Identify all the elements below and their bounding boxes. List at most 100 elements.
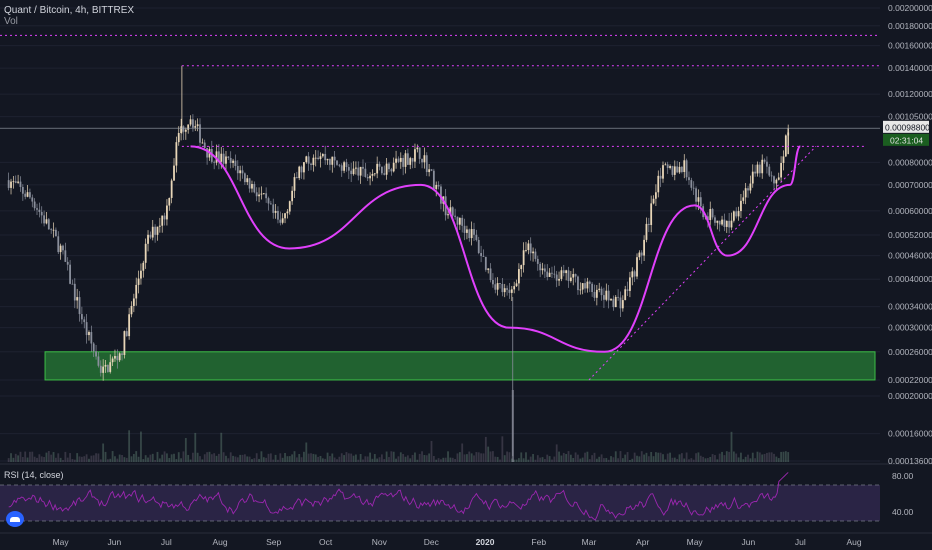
volume-bar	[397, 456, 400, 462]
volume-bar	[671, 457, 674, 462]
time-axis-tick: Mar	[582, 537, 597, 547]
candle-body	[76, 297, 79, 301]
price-axis-tick: 0.00060000	[888, 206, 932, 216]
candle-body	[605, 290, 608, 300]
candle-body	[388, 163, 390, 170]
volume-bar	[688, 459, 690, 462]
candle-body	[36, 208, 38, 210]
volume-bar	[744, 456, 747, 462]
candle-body	[130, 305, 133, 315]
volume-bar	[732, 451, 735, 462]
volume-bar	[529, 456, 532, 462]
volume-bar	[227, 458, 230, 462]
price-axis-tick: 0.00105000	[888, 112, 932, 122]
volume-bar	[496, 456, 499, 462]
candle-body	[456, 216, 459, 225]
volume-bar	[149, 454, 152, 462]
volume-bar	[444, 457, 447, 462]
rsi-pane	[0, 463, 932, 522]
volume-bar	[555, 444, 558, 462]
volume-bar	[43, 457, 45, 462]
volume-bar	[199, 456, 201, 462]
candle-body	[116, 356, 119, 361]
candle-body	[274, 210, 277, 213]
time-axis-tick: Dec	[424, 537, 440, 547]
candle-body	[711, 209, 714, 218]
time-axis-tick: Apr	[636, 537, 649, 547]
candle-body	[671, 166, 674, 175]
candle-body	[21, 186, 24, 194]
volume-bar	[31, 451, 34, 462]
candle-body	[395, 158, 397, 163]
volume-bar	[125, 457, 128, 462]
volume-bar	[147, 457, 149, 462]
candle-body	[709, 209, 712, 221]
volume-bar	[291, 454, 294, 462]
volume-bar	[251, 459, 253, 462]
candle-body	[397, 158, 400, 162]
candle-body	[714, 217, 716, 223]
volume-bar	[768, 452, 771, 462]
volume-bar	[553, 456, 556, 462]
volume-bar	[546, 454, 549, 462]
volume-bar	[340, 453, 343, 462]
volume-bar	[45, 452, 48, 462]
volume-bar	[581, 457, 584, 462]
candle-body	[298, 166, 301, 179]
candle-body	[338, 164, 341, 166]
volume-bar	[295, 457, 298, 462]
volume-bar	[754, 458, 757, 462]
candle-body	[506, 288, 508, 290]
candle-body	[621, 300, 624, 309]
candle-body	[71, 283, 74, 285]
volume-bar	[258, 458, 260, 462]
candle-body	[362, 166, 364, 169]
candle-body	[699, 197, 702, 207]
volume-bar	[406, 455, 409, 462]
volume-bar	[763, 453, 766, 462]
candle-body	[501, 283, 504, 293]
volume-bar	[395, 458, 397, 462]
volume-bar	[650, 451, 653, 462]
volume-bar	[690, 458, 693, 462]
candle-body	[203, 142, 206, 148]
volume-bar	[482, 453, 485, 462]
candle-body	[234, 160, 237, 167]
volume-bar	[277, 459, 279, 462]
volume-bar	[272, 459, 275, 462]
candle-body	[217, 151, 220, 162]
candle-body	[551, 272, 553, 274]
tradingview-logo-icon[interactable]	[6, 511, 24, 527]
candle-body	[572, 274, 575, 278]
volume-bar	[714, 455, 716, 462]
candle-body	[196, 124, 199, 127]
volume-bar	[192, 452, 194, 462]
candle-body	[213, 161, 216, 163]
candle-body	[33, 201, 36, 209]
volume-bar	[468, 451, 471, 462]
candle-body	[158, 225, 161, 227]
price-axis-tick: 0.00013600	[888, 456, 932, 466]
candle-body	[229, 157, 232, 163]
candle-body	[347, 167, 350, 171]
volume-bar	[525, 452, 527, 462]
candle-body	[716, 220, 719, 223]
candle-body	[454, 215, 457, 217]
candle-body	[40, 211, 43, 216]
volume-bar	[355, 454, 357, 462]
candle-body	[425, 155, 428, 173]
candle-body	[475, 234, 478, 240]
volume-bar	[130, 456, 133, 462]
candle-body	[529, 243, 532, 254]
volume-bar	[605, 458, 608, 462]
volume-bar	[352, 455, 355, 462]
candle-body	[350, 170, 353, 175]
volume-bar	[36, 457, 38, 462]
volume-bar	[109, 458, 112, 462]
volume-bar	[749, 458, 752, 462]
volume-bar	[206, 452, 208, 462]
price-axis-tick: 0.00016000	[888, 429, 932, 439]
candle-body	[548, 272, 551, 277]
candle-body	[607, 290, 610, 301]
